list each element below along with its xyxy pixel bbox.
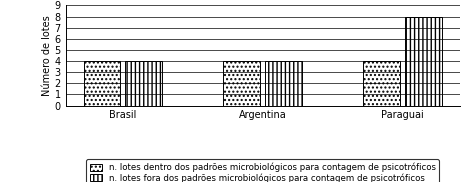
Legend: n. lotes dentro dos padrões microbiológicos para contagem de psicotróficos, n. l: n. lotes dentro dos padrões microbiológi… — [86, 159, 439, 182]
Bar — [83, 61, 121, 106]
Bar — [265, 61, 302, 106]
Bar — [125, 61, 162, 106]
Bar — [363, 61, 400, 106]
Bar — [223, 61, 260, 106]
Y-axis label: Número de lotes: Número de lotes — [42, 15, 52, 96]
Bar — [405, 17, 442, 106]
